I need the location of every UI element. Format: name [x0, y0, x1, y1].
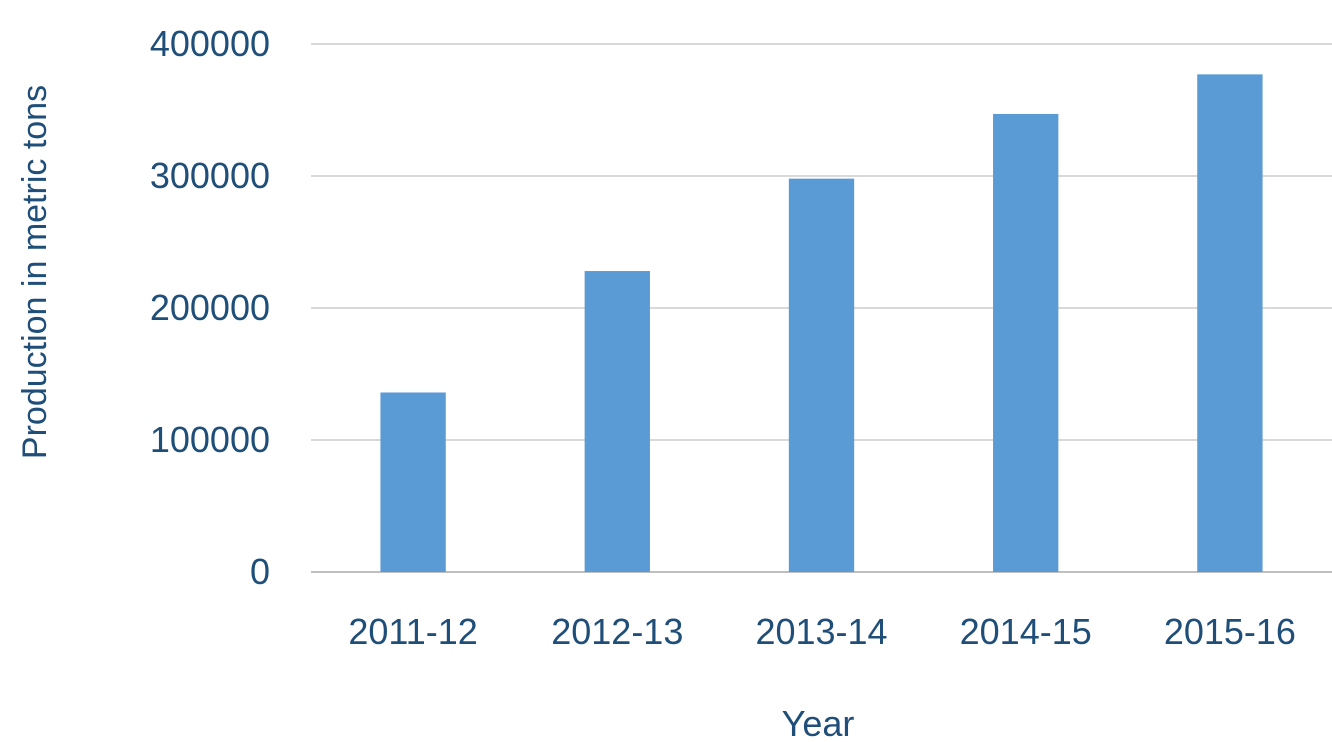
x-tick-labels: 2011-12 2012-13 2013-14 2014-15 2015-16 — [348, 611, 1296, 652]
x-axis-title: Year — [782, 703, 855, 742]
bar-2011-12 — [380, 392, 446, 572]
y-tick-label: 200000 — [150, 287, 270, 328]
x-tick-label: 2014-15 — [960, 611, 1092, 652]
x-tick-label: 2013-14 — [755, 611, 887, 652]
y-axis-title: Production in metric tons — [16, 85, 54, 459]
bar-2014-15 — [993, 113, 1059, 573]
y-tick-label: 400000 — [150, 23, 270, 64]
bar-2015-16 — [1197, 74, 1263, 573]
y-tick-label: 100000 — [150, 419, 270, 460]
y-tick-label: 300000 — [150, 155, 270, 196]
bar-2012-13 — [584, 271, 650, 572]
x-tick-label: 2012-13 — [551, 611, 683, 652]
y-tick-labels: 0 100000 200000 300000 400000 — [150, 23, 270, 592]
bar-2013-14 — [788, 178, 855, 572]
x-tick-label: 2011-12 — [348, 611, 477, 652]
bars — [380, 74, 1263, 573]
x-tick-label: 2015-16 — [1164, 611, 1296, 652]
y-tick-label: 0 — [250, 551, 270, 592]
